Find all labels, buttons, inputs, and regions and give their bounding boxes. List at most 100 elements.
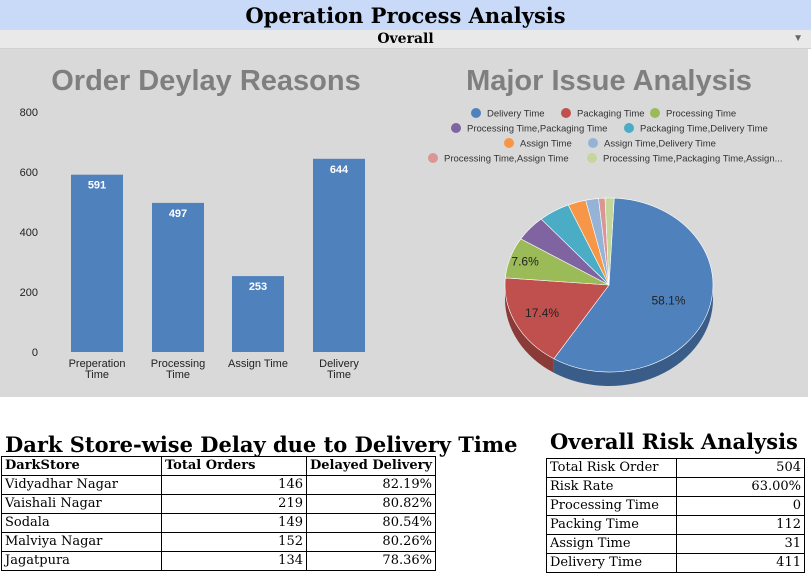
- pie-slice-side: [553, 285, 713, 387]
- pie-data-label: 17.4%: [525, 306, 559, 320]
- risk-label: Risk Rate: [546, 477, 677, 497]
- risk-table-title: Overall Risk Analysis: [550, 429, 798, 454]
- table-row: Sodala 149 80.54%: [1, 513, 436, 533]
- charts-canvas: Order Deylay Reasons Major Issue Analysi…: [20, 65, 783, 387]
- legend-swatch: [471, 108, 481, 118]
- risk-label: Delivery Time: [546, 553, 677, 573]
- delay-table-title: Dark Store-wise Delay due to Delivery Ti…: [5, 432, 518, 457]
- delayed-rate: 78.36%: [306, 551, 436, 571]
- table-row: Malviya Nagar 152 80.26%: [1, 532, 436, 552]
- legend-swatch: [588, 138, 598, 148]
- legend-label: Assign Time,Delivery Time: [604, 139, 716, 150]
- risk-value: 31: [676, 534, 805, 554]
- x-tick-label: Time: [327, 369, 351, 381]
- risk-value: 0: [676, 496, 805, 516]
- table-row: Vaishali Nagar 219 80.82%: [1, 494, 436, 514]
- total-orders: 134: [161, 551, 307, 571]
- total-orders: 219: [161, 494, 307, 514]
- legend-label: Processing Time,Assign Time: [444, 154, 569, 165]
- store-name: Vaishali Nagar: [1, 494, 162, 514]
- pie-data-label: 7.6%: [511, 255, 539, 269]
- table-row: Packing Time 112: [546, 515, 805, 535]
- table-row: Assign Time 31: [546, 534, 805, 554]
- column-header: Total Orders: [161, 456, 307, 476]
- delayed-rate: 80.54%: [306, 513, 436, 533]
- legend-swatch: [451, 123, 461, 133]
- column-header: Delayed Delivery: [306, 456, 436, 476]
- legend-label: Packaging Time,Delivery Time: [640, 124, 768, 135]
- risk-value: 504: [676, 458, 805, 478]
- total-orders: 146: [161, 475, 307, 495]
- pie-chart-title: Major Issue Analysis: [466, 65, 752, 97]
- legend-swatch: [587, 153, 597, 163]
- legend-label: Delivery Time: [487, 109, 545, 120]
- risk-value: 411: [676, 553, 805, 573]
- y-tick-label: 400: [20, 227, 38, 239]
- y-tick-label: 800: [20, 107, 38, 119]
- legend-swatch: [504, 138, 514, 148]
- pie-slice-side: [505, 285, 554, 373]
- charts-panel: Order Deylay Reasons Major Issue Analysi…: [0, 49, 808, 397]
- y-tick-label: 0: [32, 347, 38, 359]
- risk-value: 112: [676, 515, 805, 535]
- store-name: Vidyadhar Nagar: [1, 475, 162, 495]
- legend-label: Packaging Time: [577, 109, 645, 120]
- legend-swatch: [650, 108, 660, 118]
- bar-data-label: 497: [169, 208, 187, 220]
- x-tick-label: Preperation: [69, 358, 126, 370]
- table-row: Vidyadhar Nagar 146 82.19%: [1, 475, 436, 495]
- y-tick-label: 200: [20, 287, 38, 299]
- legend-label: Processing Time,Packaging Time,Assign...: [603, 154, 783, 165]
- bar-chart-title: Order Deylay Reasons: [51, 65, 360, 97]
- total-orders: 149: [161, 513, 307, 533]
- store-name: Malviya Nagar: [1, 532, 162, 552]
- filter-value: Overall: [377, 31, 434, 47]
- legend-label: Processing Time,Packaging Time: [467, 124, 607, 135]
- chevron-down-icon[interactable]: ▼: [793, 33, 803, 44]
- delayed-rate: 80.82%: [306, 494, 436, 514]
- bar: [152, 202, 204, 352]
- legend-label: Assign Time: [520, 139, 572, 150]
- bar-data-label: 644: [330, 164, 349, 176]
- legend-swatch: [428, 153, 438, 163]
- table-row: Processing Time 0: [546, 496, 805, 516]
- delayed-rate: 80.26%: [306, 532, 436, 552]
- store-name: Sodala: [1, 513, 162, 533]
- header-bar: Operation Process Analysis: [0, 0, 811, 30]
- risk-label: Total Risk Order: [546, 458, 677, 478]
- bar: [71, 174, 123, 352]
- x-tick-label: Delivery: [319, 358, 359, 370]
- pie-slice: [604, 197, 615, 286]
- x-tick-label: Time: [166, 369, 190, 381]
- table-row: Total Risk Order 504: [546, 458, 805, 478]
- table-row: Delivery Time 411: [546, 553, 805, 573]
- risk-label: Packing Time: [546, 515, 677, 535]
- table-row: Jagatpura 134 78.36%: [1, 551, 436, 571]
- bar-data-label: 591: [88, 180, 106, 192]
- pie-slice: [553, 197, 714, 373]
- filter-dropdown[interactable]: Overall ▼: [0, 30, 811, 49]
- store-name: Jagatpura: [1, 551, 162, 571]
- column-header: DarkStore: [1, 456, 162, 476]
- risk-table: Total Risk Order 504 Risk Rate 63.00% Pr…: [546, 458, 805, 573]
- risk-label: Assign Time: [546, 534, 677, 554]
- bar: [313, 158, 365, 352]
- y-tick-label: 600: [20, 167, 38, 179]
- x-tick-label: Assign Time: [228, 358, 288, 370]
- pie-data-label: 58.1%: [652, 294, 686, 308]
- legend-swatch: [561, 108, 571, 118]
- pie-slice: [504, 277, 610, 360]
- total-orders: 152: [161, 532, 307, 552]
- x-tick-label: Processing: [151, 358, 205, 370]
- table-row: Risk Rate 63.00%: [546, 477, 805, 497]
- page-title: Operation Process Analysis: [245, 3, 566, 28]
- bar-data-label: 253: [249, 281, 267, 293]
- legend-label: Processing Time: [666, 109, 736, 120]
- delay-table: DarkStore Total Orders Delayed Delivery …: [1, 456, 436, 571]
- risk-label: Processing Time: [546, 496, 677, 516]
- legend-swatch: [624, 123, 634, 133]
- risk-value: 63.00%: [676, 477, 805, 497]
- delay-table-header: DarkStore Total Orders Delayed Delivery: [1, 456, 436, 476]
- bar: [232, 276, 284, 352]
- x-tick-label: Time: [85, 369, 109, 381]
